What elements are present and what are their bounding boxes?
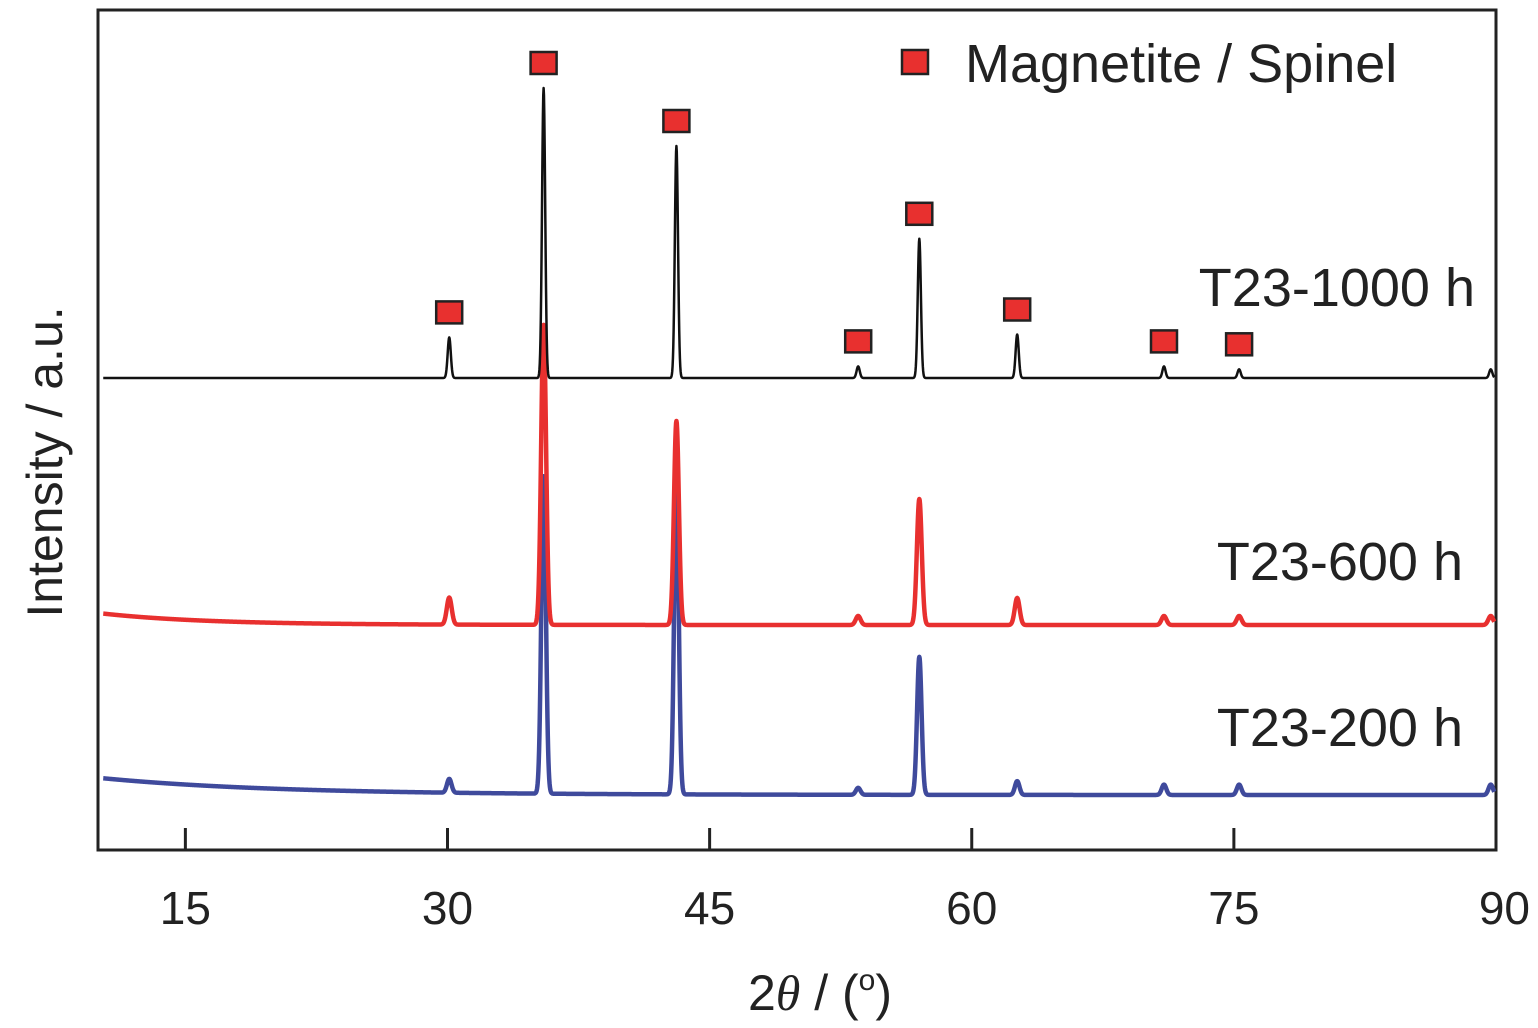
series-label: T23-1000 h [1199,258,1475,318]
peak-marker [1224,332,1254,357]
legend-label: Magnetite / Spinel [965,34,1397,94]
series-labels: T23-200 h T23-600 h T23-1000 h [1199,258,1475,758]
x-tick-label: 45 [684,882,735,934]
peak-marker [662,108,691,134]
series-label: T23-600 h [1217,532,1463,592]
legend: Magnetite / Spinel [900,34,1397,94]
legend-marker-square [900,48,930,76]
peak-marker [1149,329,1179,354]
series-line-t23-1000-h [102,86,1496,380]
x-tick-label: 75 [1208,882,1259,934]
x-tick-label: 15 [160,882,211,934]
x-axis-ticks: 15 30 45 60 75 90 [160,828,1530,934]
y-axis-title: Intensity / a.u. [17,306,73,617]
peak-markers [434,50,1254,357]
x-axis-title: 2θ / (o) [748,964,892,1021]
plot-frame [96,8,1498,852]
peak-marker [1002,297,1032,322]
peak-marker [529,50,558,76]
series-label: T23-200 h [1217,698,1463,758]
series-curves [101,86,1497,798]
series-line-t23-600-h [101,322,1497,628]
x-tick-label: 60 [946,882,997,934]
peak-marker [434,300,464,325]
x-tick-label: 90 [1479,882,1530,934]
x-tick-label: 30 [422,882,473,934]
peak-marker [905,201,934,227]
series-line-t23-200-h [101,474,1497,798]
peak-marker [843,329,873,354]
